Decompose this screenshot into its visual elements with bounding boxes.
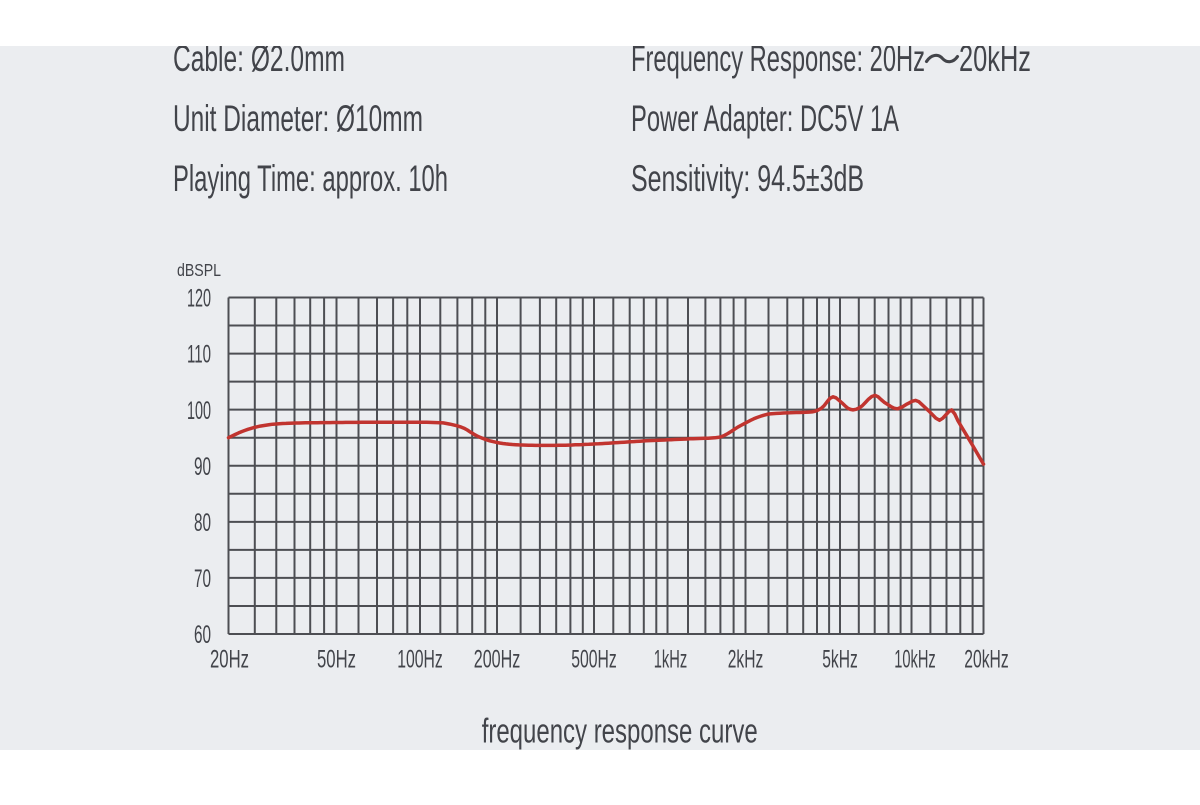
svg-text:100: 100	[187, 397, 211, 425]
svg-text:90: 90	[194, 453, 211, 481]
svg-text:1kHz: 1kHz	[654, 645, 688, 673]
svg-text:Unit Diameter: Ø10mm: Unit Diameter: Ø10mm	[173, 97, 423, 139]
svg-text:110: 110	[187, 341, 211, 369]
svg-text:100Hz: 100Hz	[397, 645, 443, 673]
svg-text:20Hz: 20Hz	[210, 645, 249, 673]
svg-text:10kHz: 10kHz	[894, 645, 936, 673]
svg-text:60: 60	[194, 621, 211, 649]
svg-text:120: 120	[187, 285, 211, 313]
svg-text:Power Adapter: DC5V 1A: Power Adapter: DC5V 1A	[631, 97, 899, 139]
svg-text:Sensitivity: 94.5±3dB: Sensitivity: 94.5±3dB	[631, 157, 864, 199]
svg-text:frequency response curve: frequency response curve	[482, 713, 758, 751]
svg-text:20kHz: 20kHz	[964, 645, 1008, 673]
svg-text:70: 70	[194, 565, 211, 593]
svg-text:dBSPL: dBSPL	[177, 260, 221, 280]
svg-text:200Hz: 200Hz	[474, 645, 521, 673]
svg-text:500Hz: 500Hz	[571, 645, 617, 673]
svg-text:5kHz: 5kHz	[822, 645, 858, 673]
svg-text:2kHz: 2kHz	[728, 645, 764, 673]
svg-text:50Hz: 50Hz	[317, 645, 356, 673]
svg-text:Playing Time: approx. 10h: Playing Time: approx. 10h	[173, 157, 448, 199]
svg-text:80: 80	[194, 509, 211, 537]
